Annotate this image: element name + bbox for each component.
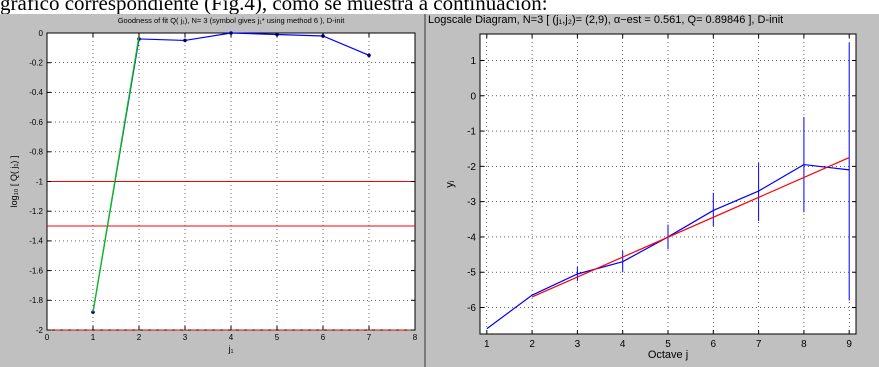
- logscale-tick-label-x: 5: [665, 339, 671, 350]
- logscale-tick-label-x: 4: [620, 339, 626, 350]
- logscale-tick-label-y: -4: [467, 232, 476, 243]
- fit-tick-label-x: 2: [137, 333, 142, 342]
- logscale-tick-label-x: 2: [529, 339, 535, 350]
- logscale-tick-label-y: 0: [470, 91, 476, 102]
- fit-data-point: [183, 38, 187, 43]
- fit-data-point: [367, 53, 371, 58]
- logscale-x-axis-label: Octave j: [648, 349, 688, 361]
- fit-series-line: [92, 35, 140, 313]
- logscale-tick-label-y: 1: [470, 56, 476, 67]
- fit-y-axis-label: log₁₀ [ Q( j₁) ]: [9, 156, 19, 208]
- fit-chart-title: Goodness of fit Q( j₁), N= 3 (symbol giv…: [118, 16, 346, 25]
- logscale-diagram-figure: 1 2 3 4 5 6 7 8 9 1 0 -1 -2 -3 -4 -5 -6 Logscale Diagram,…: [426, 14, 879, 367]
- fit-tick-label-y: -1.8: [29, 296, 43, 305]
- fit-tick-label-x: 0: [45, 333, 50, 342]
- fit-tick-label-y: -2: [36, 326, 44, 335]
- logscale-tick-label-y: -3: [467, 197, 476, 208]
- goodness-of-fit-chart: 0 1 2 3 4 5 6 7 8 0 -0.2 -0.4 -0.6 -0.8 -1 -1.2 -1.4 -1.6…: [9, 16, 418, 354]
- fit-tick-label-x: 4: [229, 333, 234, 342]
- logscale-tick-label-x: 3: [575, 339, 581, 350]
- logscale-chart-title: Logscale Diagram, N=3 [ (j₁,j₂)= (2,9), …: [428, 14, 783, 26]
- page-header-text: gráfico correspondiente (Fig.4), como se…: [0, 0, 548, 14]
- figure-divider[interactable]: [424, 14, 426, 367]
- logscale-tick-label-x: 9: [846, 339, 852, 350]
- fit-tick-label-x: 6: [321, 333, 326, 342]
- fit-tick-label-y: -1.2: [29, 207, 43, 216]
- fit-tick-label-y: -1: [36, 177, 44, 186]
- fit-tick-label-y: -1.6: [29, 266, 43, 275]
- logscale-tick-label-y: -6: [467, 303, 476, 314]
- logscale-tick-label-y: -1: [467, 127, 476, 138]
- logscale-tick-label-x: 7: [756, 339, 762, 350]
- logscale-y-axis-label: yⱼ: [444, 180, 456, 188]
- fit-tick-label-y: -0.8: [29, 148, 43, 157]
- logscale-tick-label-y: -2: [467, 162, 476, 173]
- logscale-tick-label-x: 8: [801, 339, 807, 350]
- logscale-series-line: [531, 156, 850, 298]
- logscale-plot-area: [479, 33, 857, 335]
- fit-tick-label-y: -0.2: [29, 59, 43, 68]
- logscale-tick-label-x: 1: [484, 339, 490, 350]
- logscale-tick-label-y: -5: [467, 268, 476, 279]
- logscale-tick-label-x: 6: [711, 339, 717, 350]
- fit-tick-label-x: 7: [367, 333, 372, 342]
- fit-tick-label-x: 8: [413, 333, 418, 342]
- fit-tick-label-y: -0.6: [29, 118, 43, 127]
- fit-tick-label-x: 5: [275, 333, 280, 342]
- fit-tick-label-y: 0: [39, 29, 44, 38]
- fit-tick-label-x: 3: [183, 333, 188, 342]
- goodness-of-fit-figure: 0 1 2 3 4 5 6 7 8 0 -0.2 -0.4 -0.6 -0.8 -1 -1.2 -1.4 -1.6…: [0, 14, 424, 367]
- fit-tick-label-y: -0.4: [29, 88, 43, 97]
- fit-tick-label-y: -1.4: [29, 237, 43, 246]
- fit-tick-label-x: 1: [91, 333, 96, 342]
- fit-x-axis-label: j₁: [227, 344, 233, 354]
